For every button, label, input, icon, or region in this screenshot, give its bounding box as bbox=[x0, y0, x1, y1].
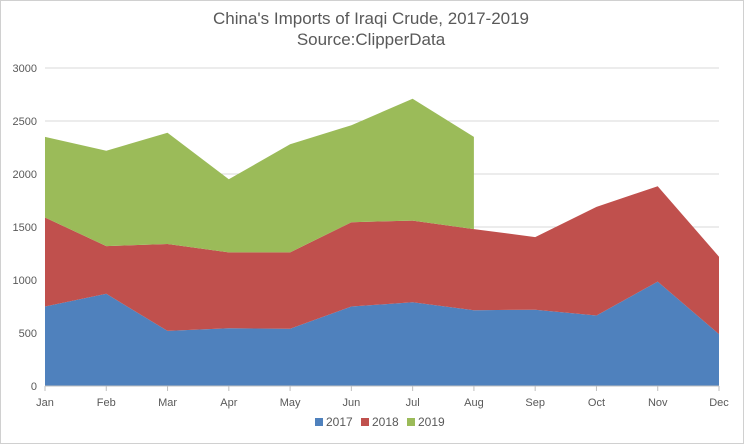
x-tick-label: Nov bbox=[648, 397, 668, 409]
axes: 0 500 1000 1500 2000 2500 3000 Jan Feb Mar Apr May J… bbox=[13, 63, 730, 409]
legend: 2017 2018 2019 bbox=[315, 415, 445, 429]
x-tick-label: Aug bbox=[464, 397, 484, 409]
y-tick-label: 0 bbox=[31, 381, 37, 393]
x-tick-label: Mar bbox=[158, 397, 177, 409]
y-tick-label: 500 bbox=[19, 328, 37, 340]
legend-swatch-2019 bbox=[407, 418, 415, 426]
x-tick-label: Jul bbox=[406, 397, 420, 409]
x-tick-label: Dec bbox=[709, 397, 729, 409]
series-area-2017 bbox=[45, 281, 719, 386]
x-tick-label: Feb bbox=[97, 397, 116, 409]
legend-label: 2019 bbox=[418, 415, 445, 429]
y-tick-label: 1500 bbox=[13, 222, 37, 234]
chart-subtitle: Source:ClipperData bbox=[296, 30, 446, 49]
chart-title-block: China's Imports of Iraqi Crude, 2017-201… bbox=[0, 8, 742, 50]
x-tick-label: May bbox=[280, 397, 301, 409]
series-area-2018 bbox=[45, 186, 719, 335]
legend-label: 2017 bbox=[326, 415, 353, 429]
y-tick-label: 2500 bbox=[13, 116, 37, 128]
y-tick-label: 2000 bbox=[13, 169, 37, 181]
y-tick-label: 3000 bbox=[13, 63, 37, 75]
legend-swatch-2017 bbox=[315, 418, 323, 426]
legend-label: 2018 bbox=[372, 415, 399, 429]
series-areas bbox=[45, 98, 719, 386]
x-tick-label: Jun bbox=[342, 397, 360, 409]
y-tick-label: 1000 bbox=[13, 275, 37, 287]
series-area-2019 bbox=[45, 98, 474, 253]
x-tick-label: Sep bbox=[525, 397, 545, 409]
chart-title: China's Imports of Iraqi Crude, 2017-201… bbox=[212, 9, 530, 28]
x-tick-label: Apr bbox=[220, 397, 237, 409]
x-tick-label: Jan bbox=[36, 397, 54, 409]
legend-swatch-2018 bbox=[361, 418, 369, 426]
x-tick-label: Oct bbox=[588, 397, 605, 409]
